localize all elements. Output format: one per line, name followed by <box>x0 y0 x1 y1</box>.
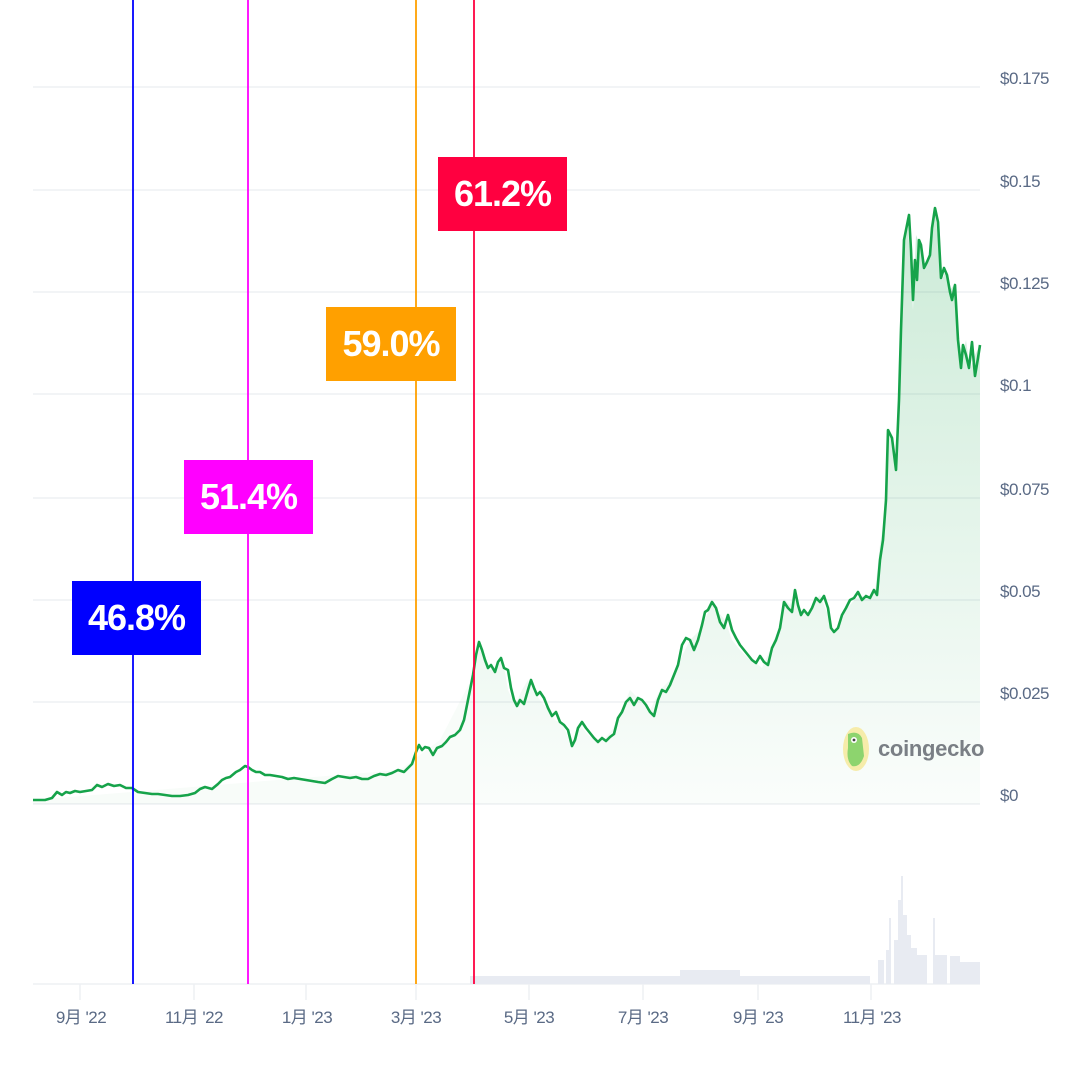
y-tick-label: $0.15 <box>1000 172 1041 191</box>
gecko-logo-icon <box>843 727 869 771</box>
marker-badge-61-2: 61.2% <box>438 157 567 231</box>
marker-badge-51-4: 51.4% <box>184 460 313 534</box>
coingecko-watermark: coingecko <box>842 726 984 772</box>
x-tick-label: 7月 '23 <box>617 1008 669 1027</box>
y-tick-label: $0.1 <box>1000 376 1032 395</box>
volume-bars <box>470 876 980 984</box>
x-tick-marks <box>79 984 872 1000</box>
y-tick-label: $0.075 <box>1000 480 1050 499</box>
y-tick-label: $0.025 <box>1000 684 1050 703</box>
x-tick-label: 9月 '23 <box>732 1008 784 1027</box>
y-tick-label: $0.175 <box>1000 69 1050 88</box>
price-area <box>470 210 980 804</box>
x-tick-label: 11月 '23 <box>842 1008 902 1027</box>
x-tick-label: 9月 '22 <box>55 1008 107 1027</box>
y-tick-label: $0 <box>1000 786 1018 805</box>
marker-badge-59-0: 59.0% <box>326 307 456 381</box>
price-line <box>33 206 982 802</box>
x-tick-label: 1月 '23 <box>281 1008 333 1027</box>
x-tick-label: 3月 '23 <box>390 1008 442 1027</box>
watermark-text: coingecko <box>878 736 985 761</box>
y-tick-label: $0.05 <box>1000 582 1041 601</box>
x-tick-label: 11月 '22 <box>164 1008 224 1027</box>
marker-badge-46-8: 46.8% <box>72 581 201 655</box>
x-tick-label: 5月 '23 <box>503 1008 555 1027</box>
y-tick-label: $0.125 <box>1000 274 1050 293</box>
